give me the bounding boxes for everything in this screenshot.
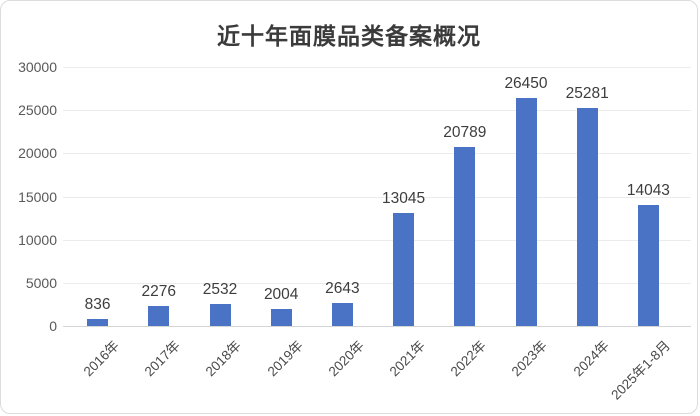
bar-value-label: 26450 xyxy=(504,75,548,92)
x-axis-baseline xyxy=(63,326,691,327)
x-axis-category-label-text: 2023年 xyxy=(509,337,551,380)
bar-value-label: 2004 xyxy=(263,286,299,303)
bar-value-label: 14043 xyxy=(626,182,670,199)
bar-value-label: 20789 xyxy=(443,124,487,141)
y-axis-tick-label: 0 xyxy=(49,318,57,334)
gridline xyxy=(63,153,691,155)
x-axis-category-label-text: 2020年 xyxy=(325,337,367,380)
x-axis-category-label-text: 2017年 xyxy=(141,337,184,380)
bar-value-label: 2276 xyxy=(141,283,177,300)
x-axis-category-label-text: 2025年1-8月 xyxy=(608,337,673,403)
bar-value-label: 2643 xyxy=(325,280,360,297)
bar xyxy=(637,205,659,326)
bar xyxy=(209,304,231,326)
y-axis-tick-label: 5000 xyxy=(25,274,57,291)
x-axis-category-label-text: 2016年 xyxy=(80,337,123,380)
bar xyxy=(393,213,415,326)
bar-value-label: 836 xyxy=(84,296,111,313)
x-axis-category-label-text: 2022年 xyxy=(447,337,490,380)
y-axis-tick-label: 20000 xyxy=(18,145,57,162)
bar xyxy=(87,319,109,326)
bar xyxy=(270,309,292,326)
x-axis-category-label-text: 2019年 xyxy=(264,337,306,380)
gridline xyxy=(63,110,691,112)
gridline xyxy=(63,239,691,241)
bar xyxy=(515,98,537,326)
bar-value-label: 25281 xyxy=(565,85,609,102)
gridline xyxy=(63,282,691,284)
y-axis-tick-label: 10000 xyxy=(18,231,57,248)
y-axis-tick-label: 25000 xyxy=(18,102,57,119)
y-axis-tick-label: 15000 xyxy=(18,188,57,205)
gridline xyxy=(63,196,691,198)
bar xyxy=(576,108,598,326)
x-axis-category-label-text: 2021年 xyxy=(386,337,429,380)
x-axis-category-label-text: 2018年 xyxy=(203,337,245,380)
bar xyxy=(454,147,476,326)
chart-title: 近十年面膜品类备案概况 xyxy=(217,23,481,49)
x-axis-category-label-text: 2024年 xyxy=(570,337,612,380)
bar xyxy=(148,306,170,326)
bar xyxy=(331,303,353,326)
bar-value-label: 2532 xyxy=(202,281,238,298)
gridline xyxy=(63,67,691,68)
y-axis-tick-label: 30000 xyxy=(18,59,57,75)
bar-value-label: 13045 xyxy=(382,190,426,207)
